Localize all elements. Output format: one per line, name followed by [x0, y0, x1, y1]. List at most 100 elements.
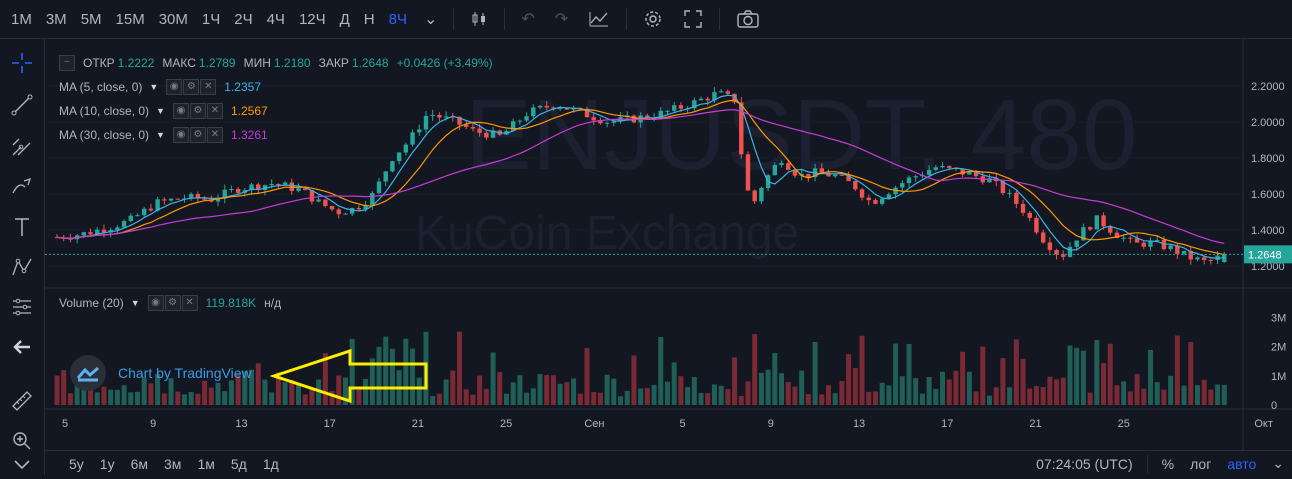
candle-body — [584, 108, 590, 118]
eye-icon[interactable]: ◉ — [172, 127, 189, 143]
range-button[interactable]: 1м — [197, 455, 215, 472]
tradingview-branding[interactable]: Chart by TradingView — [70, 355, 252, 391]
volume-legend[interactable]: Volume (20) ▼ ◉ ⚙ ✕ 119.818K н/д — [59, 295, 281, 311]
candle-body — [759, 187, 764, 202]
range-button[interactable]: 1y — [99, 455, 115, 472]
candle-body — [537, 105, 543, 108]
tradingview-link[interactable]: Chart by TradingView — [118, 365, 252, 381]
settings-icon[interactable]: ⚙ — [164, 295, 181, 311]
trendline-icon[interactable] — [8, 91, 36, 119]
range-button[interactable]: 1д — [262, 455, 279, 472]
candle-body — [1000, 181, 1006, 194]
interval-button[interactable]: Н — [363, 10, 375, 28]
time-tick-label: 25 — [500, 418, 512, 430]
indicators-icon[interactable] — [578, 10, 620, 28]
volume-bar — [993, 387, 999, 405]
camera-icon[interactable] — [726, 9, 770, 29]
gear-icon[interactable] — [633, 9, 673, 29]
volume-bar — [1047, 376, 1053, 405]
candle-body — [309, 190, 315, 202]
candles-icon[interactable] — [460, 10, 498, 28]
eye-icon[interactable]: ◉ — [166, 79, 183, 95]
candle-body — [477, 128, 482, 133]
interval-button[interactable]: 8Ч — [388, 10, 407, 28]
close-label: ЗАКР — [318, 56, 349, 70]
chart-area[interactable]: ENJUSDT, 480 KuCoin Exchange 2.2000 2.000… — [45, 39, 1292, 475]
volume-bar — [477, 375, 483, 405]
interval-button[interactable]: 4Ч — [266, 10, 285, 28]
candle-body — [853, 181, 858, 190]
interval-button[interactable]: 2Ч — [234, 10, 253, 28]
fullscreen-icon[interactable] — [673, 9, 713, 29]
range-button[interactable]: 6м — [130, 455, 149, 472]
volume-bar — [946, 379, 952, 405]
percent-toggle[interactable]: % — [1161, 455, 1175, 472]
close-icon[interactable]: ✕ — [200, 79, 217, 95]
candle-body — [1027, 212, 1032, 218]
caret-down-icon[interactable]: ▼ — [130, 298, 140, 308]
chevron-down-icon[interactable] — [8, 451, 36, 479]
back-arrow-icon[interactable] — [8, 333, 36, 361]
volume-bar — [953, 370, 959, 405]
caret-down-icon[interactable]: ▼ — [156, 130, 165, 140]
fib-icon[interactable] — [8, 133, 36, 161]
prediction-icon[interactable] — [8, 293, 36, 321]
candle-body — [390, 161, 395, 172]
text-icon[interactable] — [8, 213, 36, 241]
close-icon[interactable]: ✕ — [206, 127, 223, 143]
volume-tick-label: 3M — [1271, 312, 1286, 324]
candle-body — [383, 171, 388, 182]
pattern-icon[interactable] — [8, 253, 36, 281]
candle-body — [1208, 259, 1214, 261]
redo-icon[interactable]: ↷ — [554, 11, 569, 28]
close-icon[interactable]: ✕ — [181, 295, 198, 311]
interval-button[interactable]: 1Ч — [201, 10, 221, 28]
interval-button[interactable]: 3M — [45, 10, 67, 28]
candle-body — [437, 114, 442, 118]
range-button[interactable]: 3м — [164, 455, 182, 472]
interval-button[interactable]: 12Ч — [298, 10, 326, 28]
brush-icon[interactable] — [8, 173, 36, 201]
volume-bar — [852, 368, 858, 405]
eye-icon[interactable]: ◉ — [172, 103, 189, 119]
zoom-in-icon[interactable] — [8, 427, 36, 455]
range-button[interactable]: 5y — [69, 455, 84, 472]
chevron-down-icon[interactable]: ⌄ — [1272, 455, 1284, 471]
volume-tick-label: 1M — [1271, 371, 1286, 383]
ma10-legend[interactable]: MA (10, close, 0) ▼ ◉ ⚙ ✕ 1.2567 — [59, 103, 268, 119]
close-value: 1.2648 — [351, 56, 389, 70]
volume-bar — [403, 338, 409, 405]
eye-icon[interactable]: ◉ — [147, 295, 164, 311]
candle-body — [645, 115, 650, 119]
time-tick-label: 17 — [941, 418, 953, 430]
price-chart[interactable]: ENJUSDT, 480 KuCoin Exchange 2.20002.000… — [45, 39, 1292, 450]
volume-bar — [618, 396, 624, 405]
interval-button[interactable]: 15M — [115, 10, 145, 28]
crosshair-icon[interactable] — [8, 49, 36, 77]
settings-icon[interactable]: ⚙ — [183, 79, 200, 95]
collapse-icon[interactable]: − — [59, 55, 75, 71]
volume-bar — [792, 386, 798, 405]
ma10-line — [56, 99, 1225, 256]
interval-button[interactable]: Д — [339, 10, 350, 28]
chevron-down-icon[interactable]: ⌄ — [423, 11, 438, 28]
close-icon[interactable]: ✕ — [206, 103, 223, 119]
utc-clock[interactable]: 07:24:05 (UTC) — [1036, 455, 1133, 472]
volume-bar — [644, 388, 650, 405]
interval-button[interactable]: 1M — [11, 10, 32, 28]
ma30-legend[interactable]: MA (30, close, 0) ▼ ◉ ⚙ ✕ 1.3261 — [59, 127, 268, 143]
settings-icon[interactable]: ⚙ — [189, 103, 206, 119]
range-button[interactable]: 5д — [230, 455, 247, 472]
volume-bar — [550, 375, 556, 405]
ruler-icon[interactable] — [8, 387, 36, 415]
auto-toggle[interactable]: авто — [1227, 455, 1257, 472]
caret-down-icon[interactable]: ▼ — [156, 106, 165, 116]
interval-button[interactable]: 5M — [80, 10, 102, 28]
caret-down-icon[interactable]: ▼ — [149, 82, 159, 92]
candle-body — [745, 154, 751, 191]
interval-button[interactable]: 30M — [158, 10, 188, 28]
undo-icon[interactable]: ↶ — [521, 11, 535, 28]
ma5-legend[interactable]: MA (5, close, 0) ▼ ◉ ⚙ ✕ 1.2357 — [59, 79, 261, 95]
log-toggle[interactable]: лог — [1190, 455, 1212, 472]
settings-icon[interactable]: ⚙ — [189, 127, 206, 143]
